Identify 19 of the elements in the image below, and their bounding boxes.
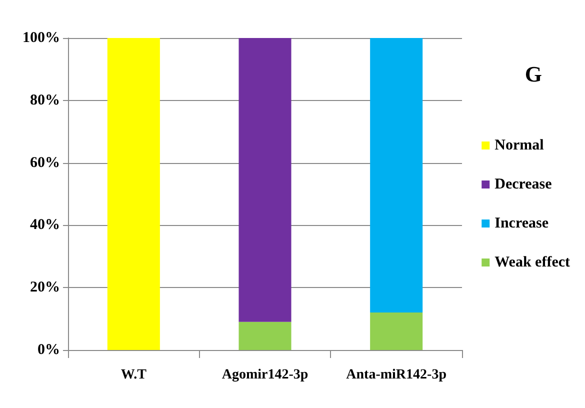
y-tick-label: 60% xyxy=(30,154,60,171)
bar xyxy=(370,38,423,313)
bar xyxy=(107,38,160,350)
bar xyxy=(370,312,423,350)
legend-label: Increase xyxy=(494,216,549,232)
bar xyxy=(238,38,292,322)
legend-label: Normal xyxy=(494,138,544,154)
x-tick-label: Anta-miR142-3p xyxy=(346,368,447,382)
y-tick-label: 100% xyxy=(22,30,60,46)
y-tick-label: 20% xyxy=(30,280,60,296)
text: G xyxy=(524,62,542,86)
bar xyxy=(238,322,292,350)
y-tick-label: 80% xyxy=(30,92,60,108)
legend-label: Decrease xyxy=(494,176,552,192)
y-tick-label: 0% xyxy=(38,342,60,358)
legend-label: Weak effect xyxy=(494,254,570,270)
x-tick-label: W.T xyxy=(120,368,148,382)
x-tick-label: Agomir142-3p xyxy=(222,368,308,382)
y-tick-label: 40% xyxy=(30,217,60,234)
